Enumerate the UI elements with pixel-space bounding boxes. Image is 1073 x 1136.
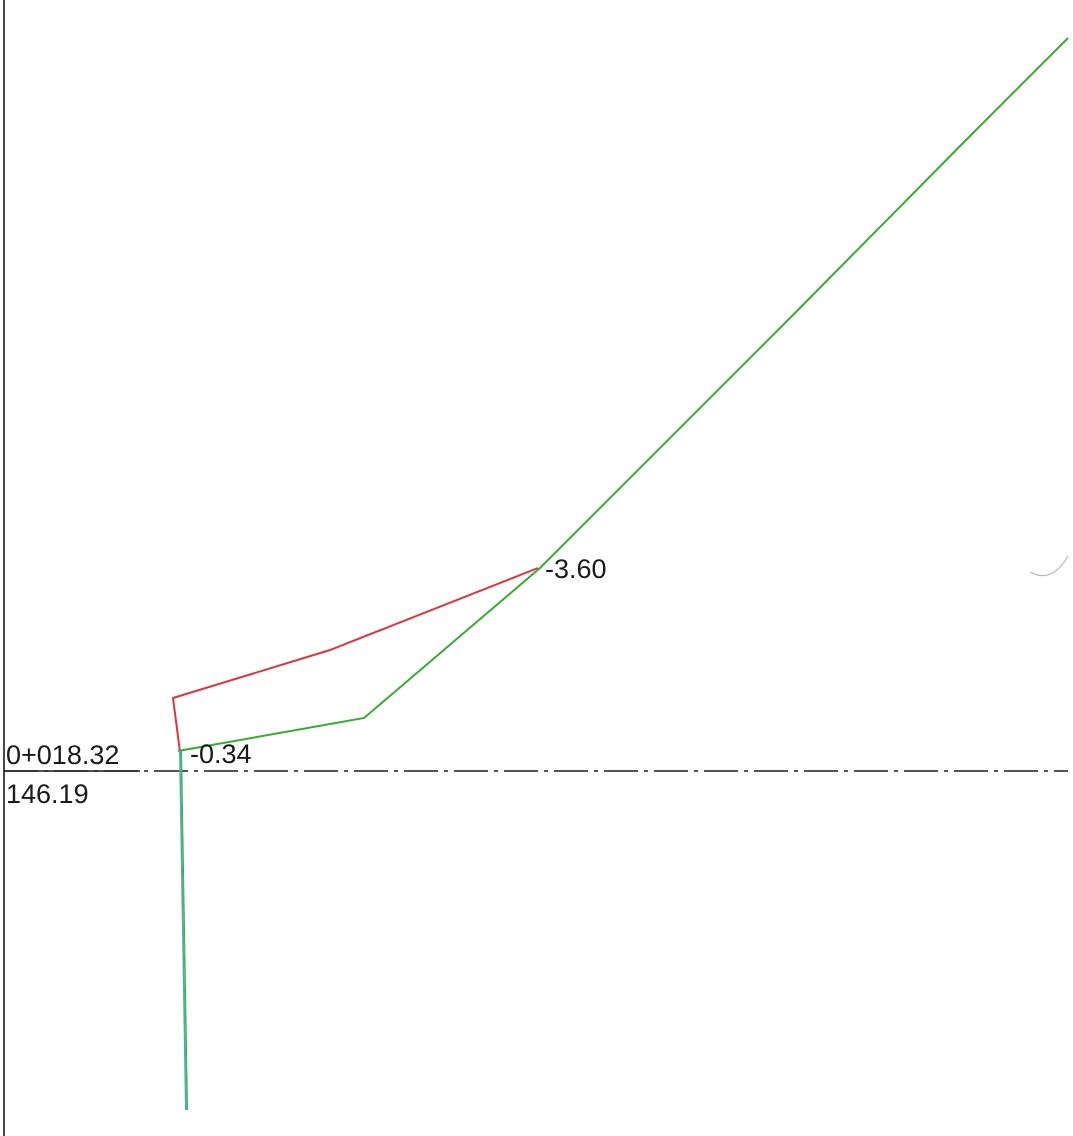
vertical-post-line [179, 750, 187, 1111]
vertical-post-line-overlay [181, 750, 188, 1111]
station-chainage-label: 0+018.32 [6, 740, 119, 770]
left-offset-value-label: -0.34 [190, 739, 252, 769]
right-offset-value-label: -3.60 [545, 554, 607, 584]
existing-ground-profile [171, 567, 539, 753]
scan-smudge-mark [1029, 555, 1069, 577]
station-elevation-label: 146.19 [6, 779, 89, 809]
design-grade-profile [177, 37, 1069, 752]
